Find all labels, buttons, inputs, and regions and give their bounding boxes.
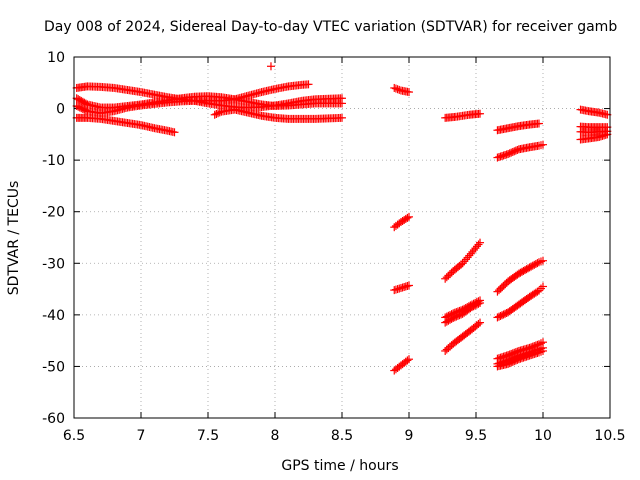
y-tick-label: 10 [47, 50, 65, 66]
data-point [536, 257, 545, 266]
x-tick-label: 10 [534, 428, 552, 444]
x-tick-label: 10.5 [594, 428, 625, 444]
series-trace-08 [390, 212, 413, 232]
series-trace-16 [493, 119, 543, 135]
y-tick-label: -20 [42, 205, 65, 221]
data-point [534, 119, 543, 128]
x-tick-label: 7 [137, 428, 146, 444]
data-point [393, 85, 402, 94]
data-point [461, 255, 470, 264]
data-point [405, 212, 413, 221]
data-point [390, 83, 399, 92]
y-tick-label: -10 [42, 153, 65, 169]
data-point [539, 140, 547, 149]
data-point [403, 356, 412, 365]
data-point [304, 80, 313, 89]
series-trace-04 [72, 113, 179, 137]
data-point [458, 259, 467, 268]
data-point [405, 88, 413, 97]
y-tick-labels: 10 0 -10 -20 -30 -40 -50 -60 [42, 50, 65, 427]
data-point [534, 286, 543, 295]
data-point [476, 296, 485, 305]
x-tick-label: 6.5 [63, 428, 85, 444]
series-trace-03 [72, 80, 313, 118]
y-tick-label: -60 [42, 411, 65, 427]
series-trace-10 [390, 355, 413, 375]
series-trace-07 [390, 83, 413, 97]
data-point [405, 355, 413, 364]
data-point [539, 256, 547, 265]
data-point [210, 110, 219, 119]
x-tick-labels: 6.5 7 7.5 8 8.5 9 9.5 10 10.5 [63, 428, 626, 444]
y-tick-label: -40 [42, 308, 65, 324]
data-point [476, 318, 485, 327]
data-point [536, 347, 545, 356]
series-trace-14 [441, 296, 485, 322]
x-axis-label: GPS time / hours [281, 458, 398, 474]
data-point [170, 128, 179, 137]
data-point [534, 258, 543, 267]
data-point [338, 99, 346, 108]
x-tick-label: 8 [271, 428, 280, 444]
data-point [539, 346, 547, 355]
data-point [476, 109, 485, 118]
series-trace-09 [390, 281, 413, 295]
y-axis-label: SDTVAR / TECUs [6, 181, 22, 296]
data-point [214, 109, 223, 118]
series-trace-17 [493, 140, 547, 162]
series-trace-24 [576, 122, 612, 132]
series-trace-05 [210, 105, 346, 123]
data-point [536, 284, 545, 293]
data-point [539, 282, 547, 291]
data-point [395, 85, 404, 94]
data-points [72, 62, 612, 375]
x-tick-label: 9.5 [465, 428, 487, 444]
y-tick-label: 0 [56, 102, 65, 118]
data-point [215, 108, 224, 117]
series-trace-15 [441, 318, 485, 355]
series-trace-22 [493, 346, 547, 371]
data-point [266, 62, 275, 71]
series-trace-19 [493, 282, 547, 322]
data-point [212, 109, 221, 118]
data-point [338, 113, 346, 122]
data-point [476, 238, 485, 247]
data-point [474, 319, 483, 328]
grid-lines [74, 57, 610, 418]
data-point [391, 84, 400, 93]
y-tick-label: -50 [42, 359, 65, 375]
series-trace-06 [266, 62, 275, 71]
data-point [533, 259, 542, 268]
series-trace-11 [441, 109, 485, 122]
series-trace-18 [493, 256, 547, 296]
x-tick-label: 7.5 [197, 428, 219, 444]
data-point [403, 213, 412, 222]
series-trace-26 [576, 130, 612, 144]
data-point [474, 297, 483, 306]
series-trace-12 [441, 238, 485, 283]
y-tick-label: -30 [42, 256, 65, 272]
chart-title: Day 008 of 2024, Sidereal Day-to-day VTE… [44, 19, 617, 35]
data-point [460, 257, 469, 266]
series-trace-23 [576, 105, 612, 119]
plot-frame [73, 56, 611, 419]
data-point [474, 240, 483, 249]
data-point [405, 281, 413, 290]
x-tick-label: 8.5 [331, 428, 353, 444]
x-tick-label: 9 [405, 428, 414, 444]
axis-ticks [73, 56, 611, 419]
data-point [534, 348, 543, 357]
